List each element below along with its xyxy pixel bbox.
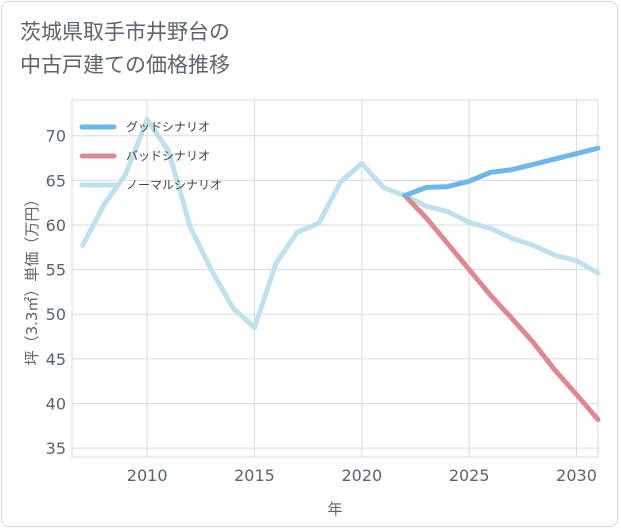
y-tick-label: 40: [46, 394, 66, 413]
series-line-2: [80, 117, 601, 331]
x-tick-label: 2010: [127, 466, 168, 485]
plot-frame: [71, 99, 599, 458]
chart-title-line2: 中古戸建ての価格推移: [20, 53, 230, 77]
series-line-0: [402, 145, 601, 198]
x-tick-label: 2015: [234, 466, 275, 485]
legend-label-2: ノーマルシナリオ: [126, 178, 222, 192]
chart-title-line1: 茨城県取手市井野台の: [20, 20, 230, 44]
x-tick-label: 2025: [449, 466, 490, 485]
legend-label-1: バッドシナリオ: [126, 149, 210, 163]
y-tick-label: 55: [46, 261, 66, 280]
x-axis-label: 年: [327, 500, 342, 518]
y-tick-label: 60: [46, 216, 66, 235]
tick-labels: 35 40 45 50 55 60 65 70 2010 2015 2020 2025 2030: [46, 127, 597, 485]
series-layer: [80, 117, 601, 422]
x-tick-label: 2020: [341, 466, 382, 485]
legend-label-0: グッドシナリオ: [126, 120, 210, 134]
y-tick-label: 50: [46, 305, 66, 324]
x-tick-label: 2030: [556, 466, 597, 485]
y-axis-label: 坪（3.3㎡）単価（万円）: [23, 192, 41, 366]
y-tick-label: 45: [46, 350, 66, 369]
y-tick-label: 65: [46, 171, 66, 190]
chart-title: 茨城県取手市井野台の 中古戸建ての価格推移: [20, 16, 230, 82]
series-line-1: [402, 193, 601, 422]
y-tick-label: 35: [46, 439, 66, 458]
y-tick-label: 70: [46, 127, 66, 146]
